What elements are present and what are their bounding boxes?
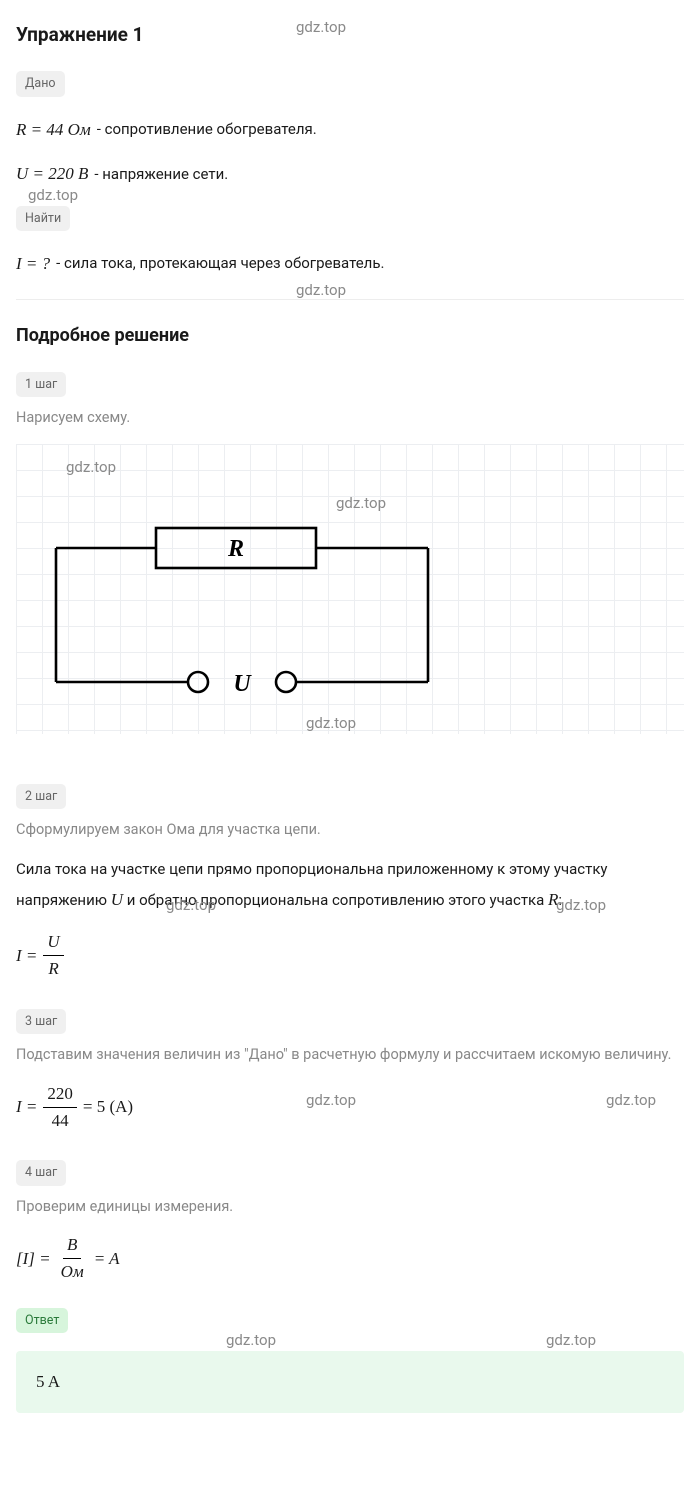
- find-desc: - сила тока, протекающая через обогреват…: [56, 252, 384, 275]
- divider: [16, 299, 684, 300]
- step2-num: U: [43, 929, 63, 956]
- find-badge: Найти: [16, 206, 70, 231]
- find-line: I = ? - сила тока, протекающая через обо…: [16, 251, 684, 277]
- step2-body-u: U: [111, 890, 123, 909]
- given-1-math: R = 44 Ом: [16, 117, 91, 143]
- watermark: gdz.top: [166, 894, 216, 917]
- step3-lhs: I =: [16, 1094, 37, 1120]
- step2-badge: 2 шаг: [16, 784, 66, 809]
- step4-eq: = A: [94, 1246, 120, 1272]
- step4-formula: [I] = В Ом = A: [16, 1232, 684, 1286]
- step3-den: 44: [48, 1108, 73, 1134]
- given-line-2: U = 220 В - напряжение сети.: [16, 161, 684, 187]
- step3-num: 220: [43, 1081, 77, 1108]
- diagram-u-label: U: [233, 671, 252, 697]
- watermark: gdz.top: [546, 1329, 596, 1352]
- watermark: gdz.top: [28, 184, 78, 207]
- step3-eq: = 5 (A): [83, 1094, 133, 1120]
- watermark: gdz.top: [226, 1329, 276, 1352]
- given-2-desc: - напряжение сети.: [94, 163, 228, 186]
- answer-badge: Ответ: [16, 1308, 68, 1333]
- circuit-svg: R U: [16, 444, 684, 734]
- step2-lhs: I =: [16, 943, 37, 969]
- exercise-title: Упражнение 1: [16, 20, 684, 49]
- step4-den: Ом: [57, 1259, 88, 1285]
- watermark: gdz.top: [606, 1089, 656, 1112]
- step4-fraction: В Ом: [57, 1232, 88, 1286]
- watermark: gdz.top: [296, 16, 346, 39]
- step4-badge: 4 шаг: [16, 1160, 66, 1185]
- answer-value: 5 A: [36, 1372, 60, 1391]
- step1-badge: 1 шаг: [16, 372, 66, 397]
- watermark: gdz.top: [556, 894, 606, 917]
- watermark: gdz.top: [296, 279, 346, 302]
- step2-intro: Сформулируем закон Ома для участка цепи.: [16, 819, 684, 841]
- watermark: gdz.top: [306, 1089, 356, 1112]
- given-badge: Дано: [16, 71, 65, 96]
- find-math: I = ?: [16, 251, 50, 277]
- diagram-r-label: R: [227, 536, 244, 562]
- given-1-desc: - сопротивление обогревателя.: [97, 118, 317, 141]
- answer-box: 5 A: [16, 1351, 684, 1413]
- step1-text: Нарисуем схему.: [16, 407, 684, 429]
- step2-den: R: [44, 956, 62, 982]
- step3-intro: Подставим значения величин из "Дано" в р…: [16, 1044, 684, 1066]
- step2-formula: I = U R: [16, 929, 684, 983]
- circuit-diagram: gdz.top gdz.top gdz.top R U: [16, 444, 684, 734]
- step3-badge: 3 шаг: [16, 1009, 66, 1034]
- step4-lhs: [I] =: [16, 1246, 51, 1272]
- step3-fraction: 220 44: [43, 1081, 77, 1135]
- step4-num: В: [63, 1232, 81, 1259]
- step2-fraction: U R: [43, 929, 63, 983]
- step4-intro: Проверим единицы измерения.: [16, 1196, 684, 1218]
- given-line-1: R = 44 Ом - сопротивление обогревателя.: [16, 117, 684, 143]
- solution-title: Подробное решение: [16, 322, 684, 350]
